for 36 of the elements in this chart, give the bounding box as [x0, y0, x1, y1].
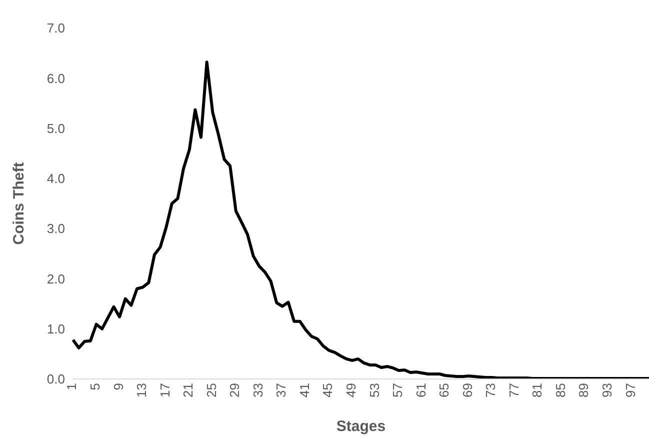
x-tick-label: 33 [250, 383, 266, 398]
x-tick-label: 97 [622, 383, 638, 398]
x-tick-label: 13 [134, 383, 150, 398]
x-tick-label: 49 [344, 383, 359, 398]
x-tick-label: 17 [157, 383, 172, 398]
x-tick-label: 5 [88, 383, 103, 390]
x-tick-label: 25 [204, 383, 219, 398]
y-tick-label: 4.0 [46, 171, 65, 186]
x-tick-label: 65 [436, 383, 452, 398]
y-tick-label: 1.0 [46, 321, 65, 336]
x-tick-label: 61 [413, 383, 428, 398]
x-tick-label: 93 [600, 383, 615, 398]
y-tick-label: 3.0 [46, 221, 65, 236]
x-tick-label: 89 [576, 383, 592, 398]
x-axis-title: Stages [336, 418, 386, 435]
y-axis-title: Coins Theft [10, 162, 28, 245]
x-tick-label: 45 [320, 383, 336, 398]
x-tick-label: 41 [296, 383, 312, 398]
x-tick-label: 53 [366, 383, 382, 398]
x-tick-label: 85 [552, 383, 568, 398]
x-tick-label: 77 [506, 383, 522, 398]
x-tick-label: 9 [110, 383, 126, 390]
x-tick-label: 69 [460, 383, 475, 398]
line-series [72, 60, 649, 379]
y-tick-label: 2.0 [46, 271, 65, 286]
y-tick-label: 7.0 [46, 20, 65, 36]
x-tick-label: 37 [274, 383, 289, 398]
x-tick-label: 1 [64, 383, 80, 390]
y-tick-label: 6.0 [46, 70, 65, 86]
x-tick-label: 81 [530, 383, 545, 398]
x-tick-label: 21 [180, 383, 196, 398]
x-tick-label: 73 [483, 383, 498, 398]
x-tick-label: 57 [390, 383, 406, 398]
y-tick-label: 5.0 [46, 120, 65, 136]
y-tick-label: 0.0 [46, 372, 65, 387]
x-tick-label: 29 [227, 383, 242, 398]
